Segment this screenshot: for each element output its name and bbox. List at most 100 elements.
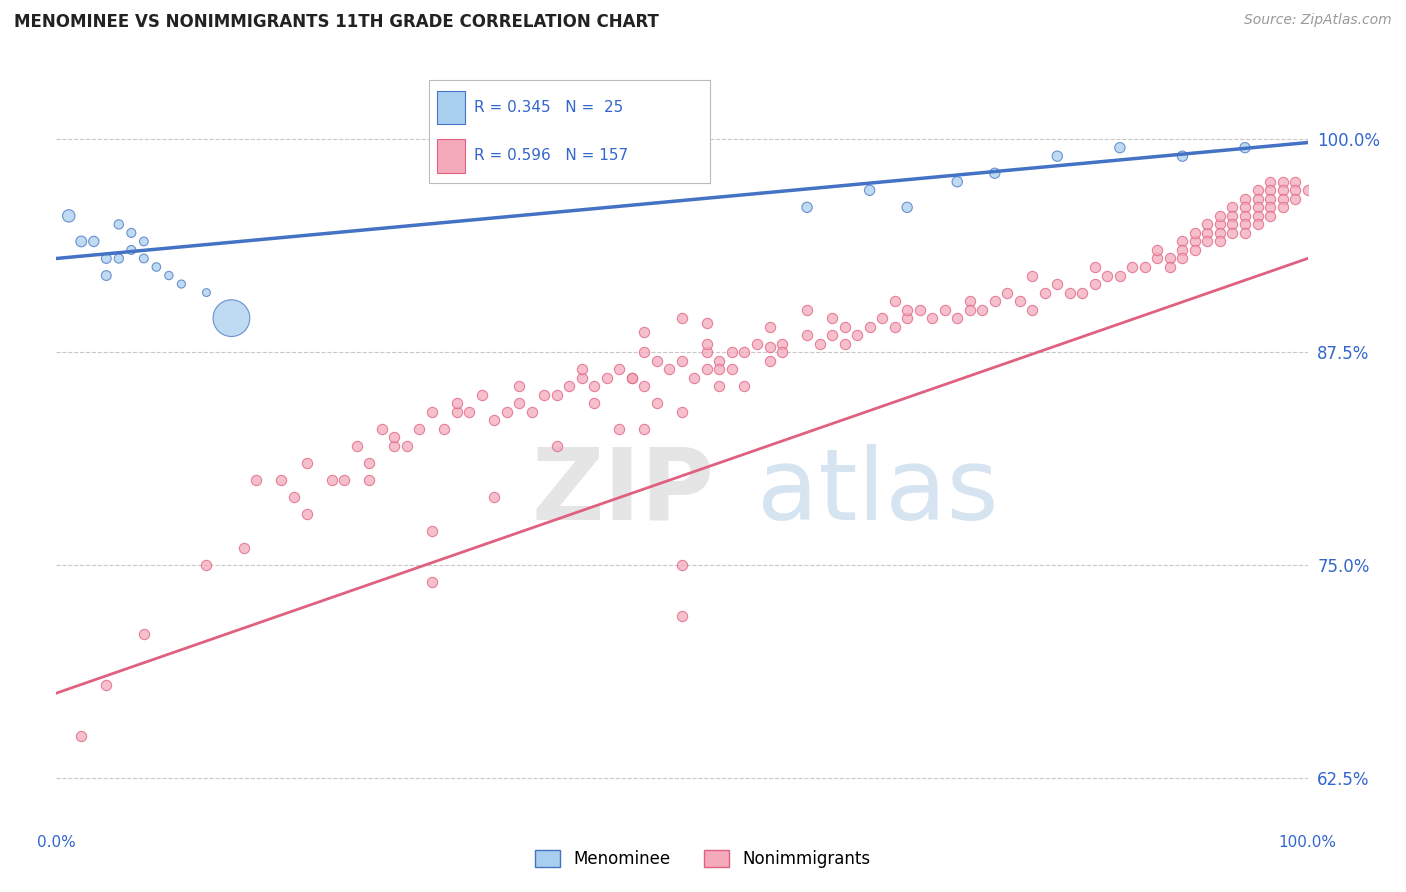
Point xyxy=(1209,226,1232,240)
Point xyxy=(1271,183,1294,197)
Point xyxy=(1246,218,1268,232)
Point xyxy=(934,302,956,317)
Point xyxy=(1046,277,1069,291)
Point xyxy=(408,422,430,436)
Point xyxy=(1234,192,1257,206)
Point xyxy=(108,252,131,266)
Point xyxy=(896,200,918,214)
Point xyxy=(1296,183,1319,197)
Point xyxy=(796,200,818,214)
Point xyxy=(734,345,756,359)
Point xyxy=(1197,218,1219,232)
Point xyxy=(1184,226,1206,240)
Point xyxy=(333,473,356,487)
Point xyxy=(1234,141,1257,155)
Point xyxy=(1197,226,1219,240)
Point xyxy=(471,388,494,402)
Point xyxy=(1209,209,1232,223)
Point xyxy=(721,345,744,359)
Point xyxy=(571,362,593,376)
Point xyxy=(696,336,718,351)
Legend: Menominee, Nonimmigrants: Menominee, Nonimmigrants xyxy=(529,843,877,875)
Point xyxy=(1021,302,1043,317)
Point xyxy=(170,277,193,291)
Point xyxy=(834,319,856,334)
Point xyxy=(420,524,443,539)
Point xyxy=(1246,200,1268,214)
Point xyxy=(359,456,381,470)
Point xyxy=(1284,183,1306,197)
Point xyxy=(946,175,969,189)
Point xyxy=(972,302,994,317)
Point xyxy=(709,353,731,368)
Point xyxy=(1209,235,1232,249)
Point xyxy=(633,379,655,393)
Point xyxy=(132,626,155,640)
Point xyxy=(458,405,481,419)
Point xyxy=(382,430,405,444)
Point xyxy=(796,328,818,343)
Point xyxy=(671,609,693,624)
Point xyxy=(1197,235,1219,249)
Point xyxy=(295,456,318,470)
Point xyxy=(984,294,1007,309)
Point xyxy=(433,422,456,436)
Point xyxy=(995,285,1018,300)
Point xyxy=(1234,218,1257,232)
Text: R = 0.345   N =  25: R = 0.345 N = 25 xyxy=(474,100,623,115)
Point xyxy=(1184,243,1206,257)
Point xyxy=(520,405,543,419)
Point xyxy=(221,311,243,326)
Point xyxy=(583,379,606,393)
Point xyxy=(1271,192,1294,206)
Point xyxy=(633,345,655,359)
Point xyxy=(1284,192,1306,206)
FancyBboxPatch shape xyxy=(437,91,465,124)
Point xyxy=(984,166,1007,180)
Point xyxy=(1171,235,1194,249)
Point xyxy=(546,439,568,453)
Point xyxy=(883,319,905,334)
Point xyxy=(1097,268,1119,283)
Text: MENOMINEE VS NONIMMIGRANTS 11TH GRADE CORRELATION CHART: MENOMINEE VS NONIMMIGRANTS 11TH GRADE CO… xyxy=(14,13,659,31)
Point xyxy=(946,311,969,326)
Point xyxy=(808,336,831,351)
Point xyxy=(1008,294,1031,309)
Point xyxy=(583,396,606,410)
Point xyxy=(558,379,581,393)
Point xyxy=(671,558,693,573)
Point xyxy=(145,260,167,274)
Point xyxy=(1084,260,1107,274)
Point xyxy=(359,473,381,487)
Point xyxy=(834,336,856,351)
Point xyxy=(709,379,731,393)
Point xyxy=(1171,252,1194,266)
Point xyxy=(508,396,530,410)
Point xyxy=(821,311,844,326)
Point xyxy=(758,353,780,368)
Point xyxy=(896,302,918,317)
Point xyxy=(96,678,118,692)
Point xyxy=(132,252,155,266)
Point xyxy=(321,473,343,487)
Point xyxy=(58,209,80,223)
Point xyxy=(1159,260,1181,274)
Point xyxy=(533,388,555,402)
Point xyxy=(633,325,655,339)
Point xyxy=(157,268,180,283)
Point xyxy=(1109,268,1132,283)
Point xyxy=(645,353,668,368)
Point xyxy=(959,302,981,317)
Point xyxy=(821,328,844,343)
Point xyxy=(1159,252,1181,266)
Point xyxy=(420,575,443,590)
Point xyxy=(1234,200,1257,214)
Point xyxy=(1246,209,1268,223)
Point xyxy=(758,340,780,354)
Point xyxy=(1234,209,1257,223)
Point xyxy=(658,362,681,376)
Point xyxy=(1258,200,1281,214)
Point xyxy=(683,371,706,385)
Point xyxy=(1246,192,1268,206)
Point xyxy=(1271,175,1294,189)
